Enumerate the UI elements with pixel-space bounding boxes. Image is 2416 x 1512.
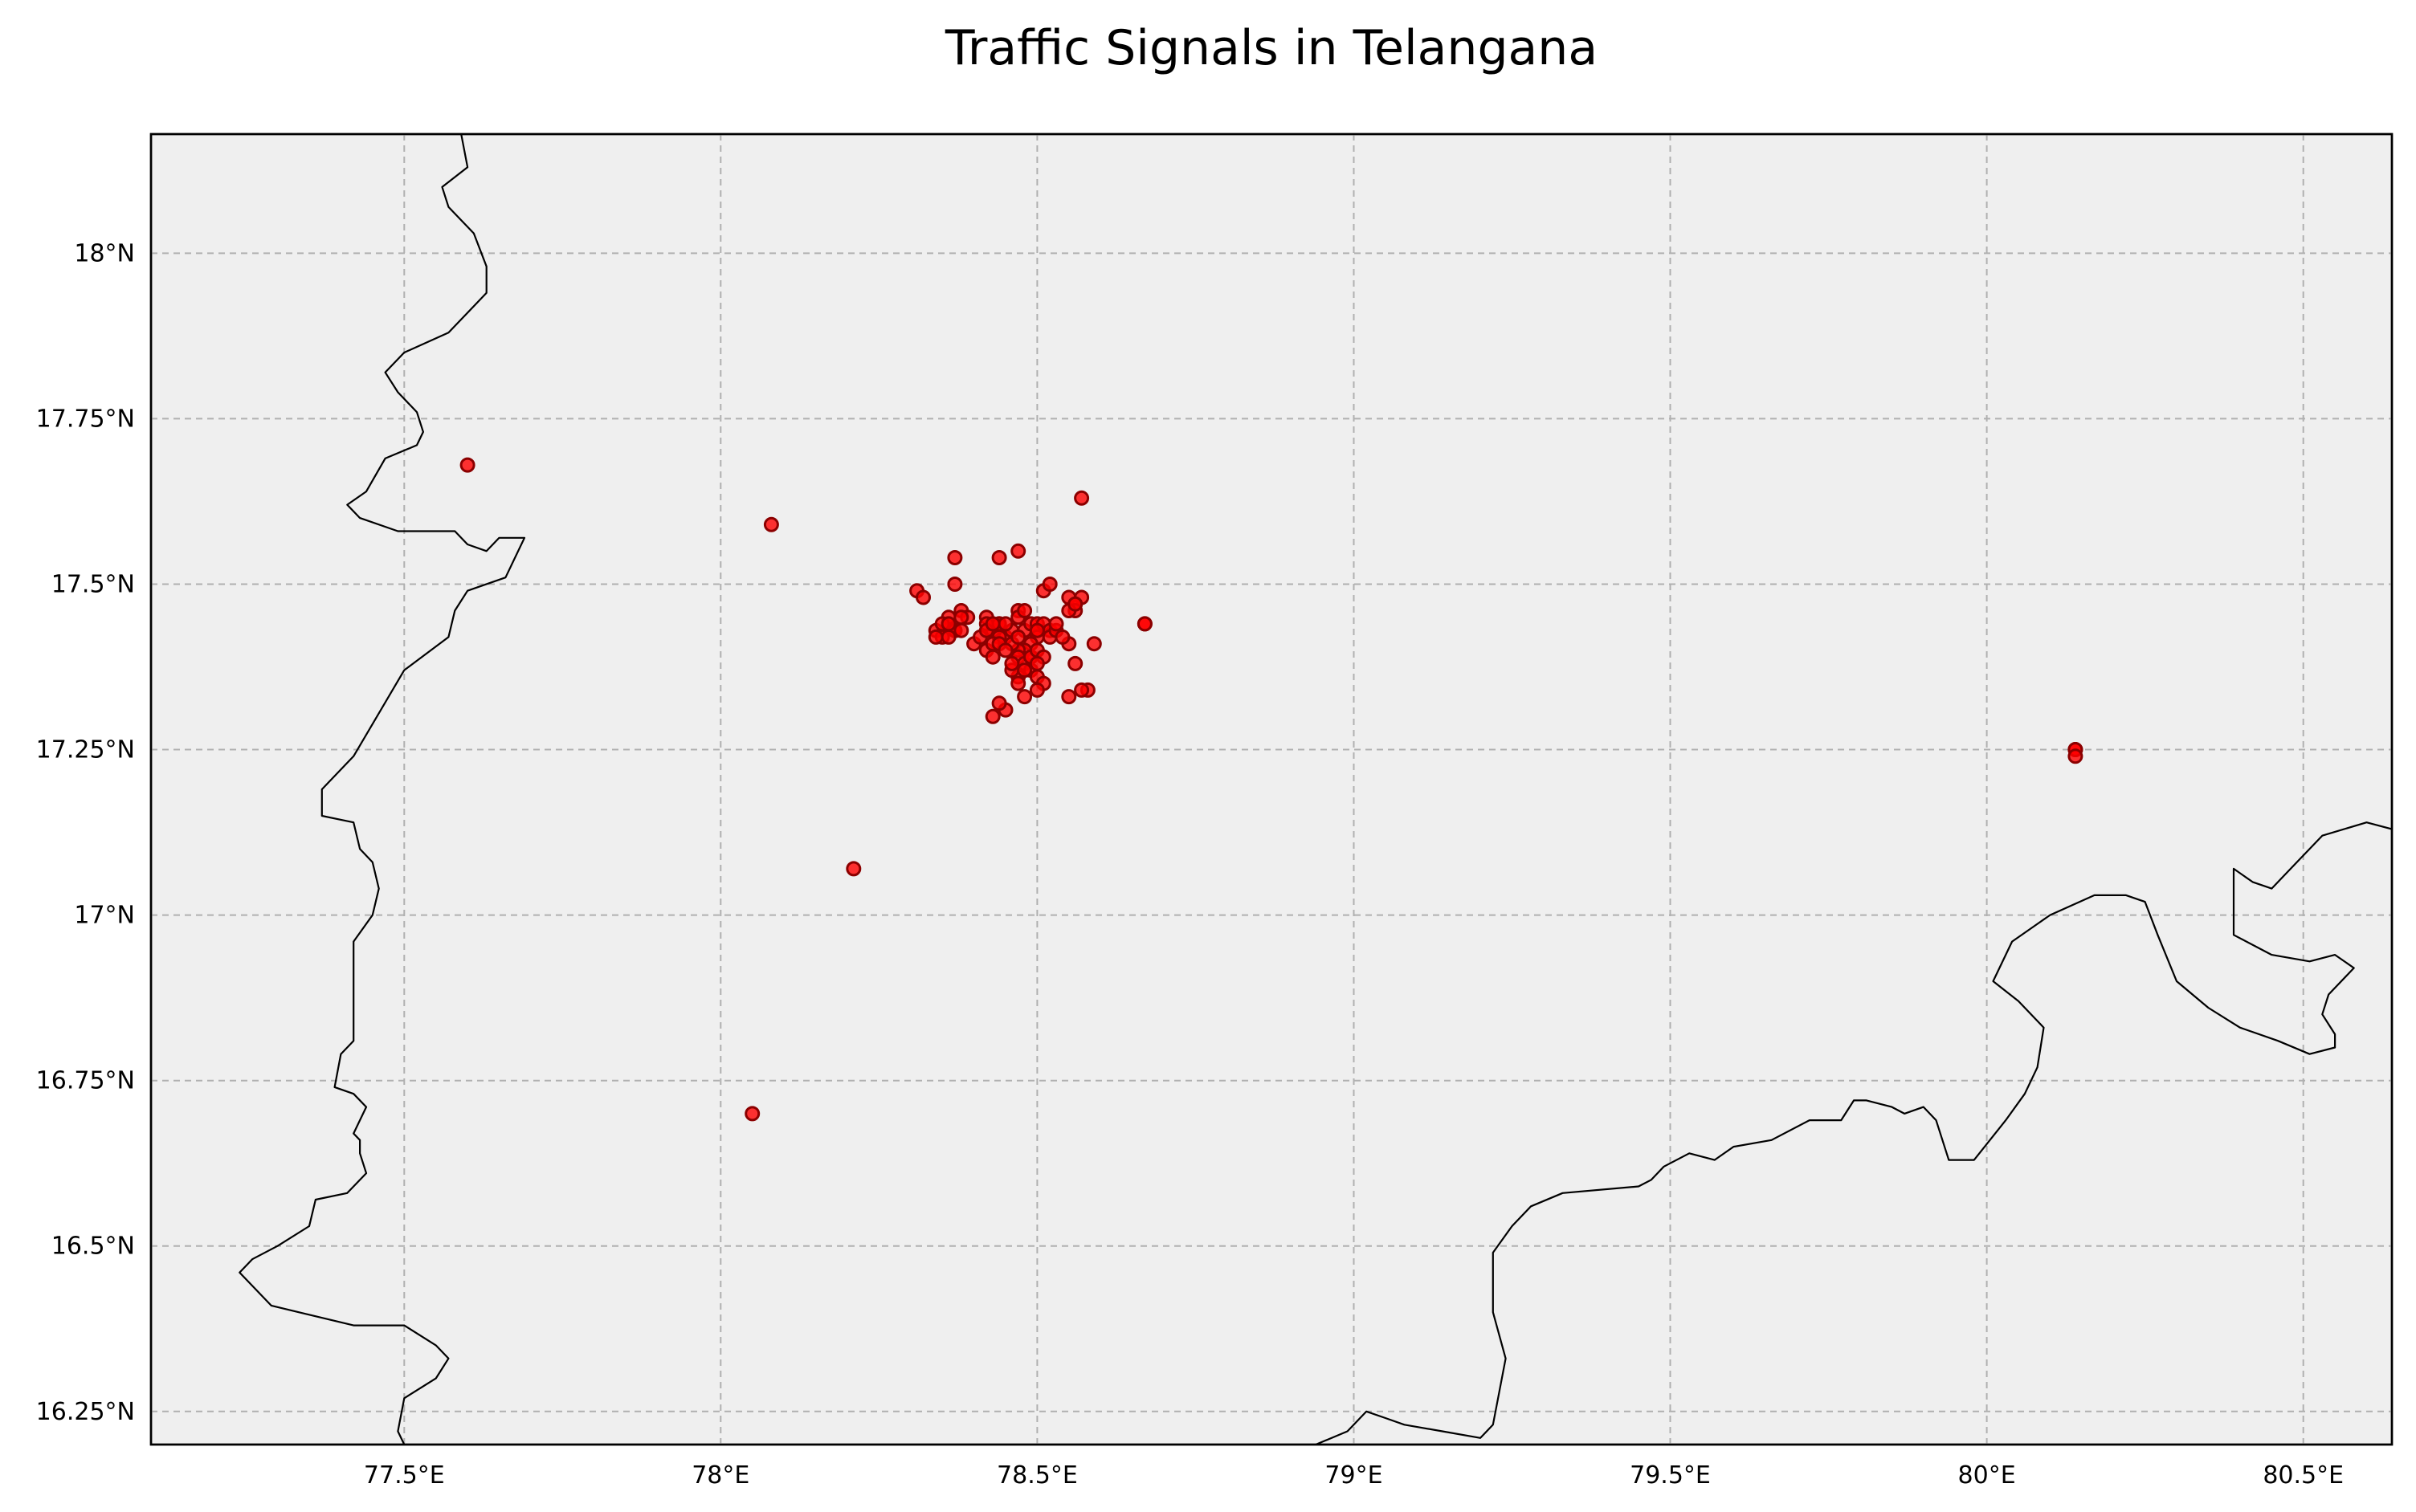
x-axis-ticks: 77.5°E 78°E 78.5°E 79°E 79.5°E 80°E 80.5°E [364,1461,2344,1490]
signal-point [1029,655,1045,671]
signal-point [985,616,1001,632]
signal-point [998,616,1014,632]
signal-point [953,622,969,638]
y-axis-ticks: 16.25°N 16.5°N 16.75°N 17°N 17.25°N 17.5°N 17.… [36,239,135,1425]
state-borders [239,134,2392,1445]
signal-point [1074,682,1090,698]
x-tick-label: 78°E [692,1461,749,1490]
signal-point [947,550,963,565]
y-tick-label: 18°N [74,239,135,267]
state-border-line [1315,821,2392,1445]
chart-title: Traffic Signals in Telangana [945,20,1598,76]
x-tick-label: 80°E [1958,1461,2016,1490]
signal-point [846,861,862,877]
signal-point [953,609,969,626]
signal-point [941,616,957,632]
signal-point [985,708,1001,724]
x-tick-label: 80.5°E [2263,1461,2344,1490]
signal-point [1017,603,1033,618]
x-tick-label: 77.5°E [364,1461,445,1490]
y-tick-label: 17.5°N [51,571,135,599]
signal-point [1017,662,1033,679]
signal-point [1137,616,1153,632]
signal-point [947,577,963,592]
signal-point [991,695,1007,711]
signal-point [1067,596,1084,612]
x-tick-label: 78.5°E [997,1461,1078,1490]
signal-point [1042,577,1058,592]
signal-point [763,516,779,532]
state-border-line [239,134,526,1445]
signal-point [1055,629,1071,645]
signal-points [459,457,2083,1122]
y-tick-label: 17.25°N [36,736,135,764]
map-plot-area [149,132,2394,1446]
y-tick-label: 17.75°N [36,405,135,433]
signal-point [1074,490,1090,506]
y-tick-label: 16.5°N [51,1233,135,1261]
signal-point [1048,616,1064,632]
signal-point [985,649,1001,665]
signal-point [1004,655,1020,671]
x-tick-label: 79.5°E [1630,1461,1711,1490]
signal-point [1061,689,1077,705]
signal-point [1010,629,1026,645]
signal-point [459,457,475,473]
signal-point [941,629,957,645]
signal-point [1010,543,1026,559]
signal-point [1010,675,1026,691]
y-tick-label: 17°N [74,902,135,930]
map-frame [149,132,2394,1446]
signal-point [745,1106,761,1122]
signal-point [1017,689,1033,705]
signal-point [1029,622,1045,638]
signal-point [928,629,944,645]
signal-point [998,642,1014,658]
signal-point [1086,636,1102,652]
signal-point [991,550,1007,565]
signal-point [2067,748,2083,764]
gridlines [151,134,2392,1445]
y-tick-label: 16.25°N [36,1398,135,1426]
x-tick-label: 79°E [1324,1461,1382,1490]
signal-point [916,589,931,605]
signal-point [1067,655,1084,671]
signal-point [1029,682,1045,698]
y-tick-label: 16.75°N [36,1067,135,1095]
